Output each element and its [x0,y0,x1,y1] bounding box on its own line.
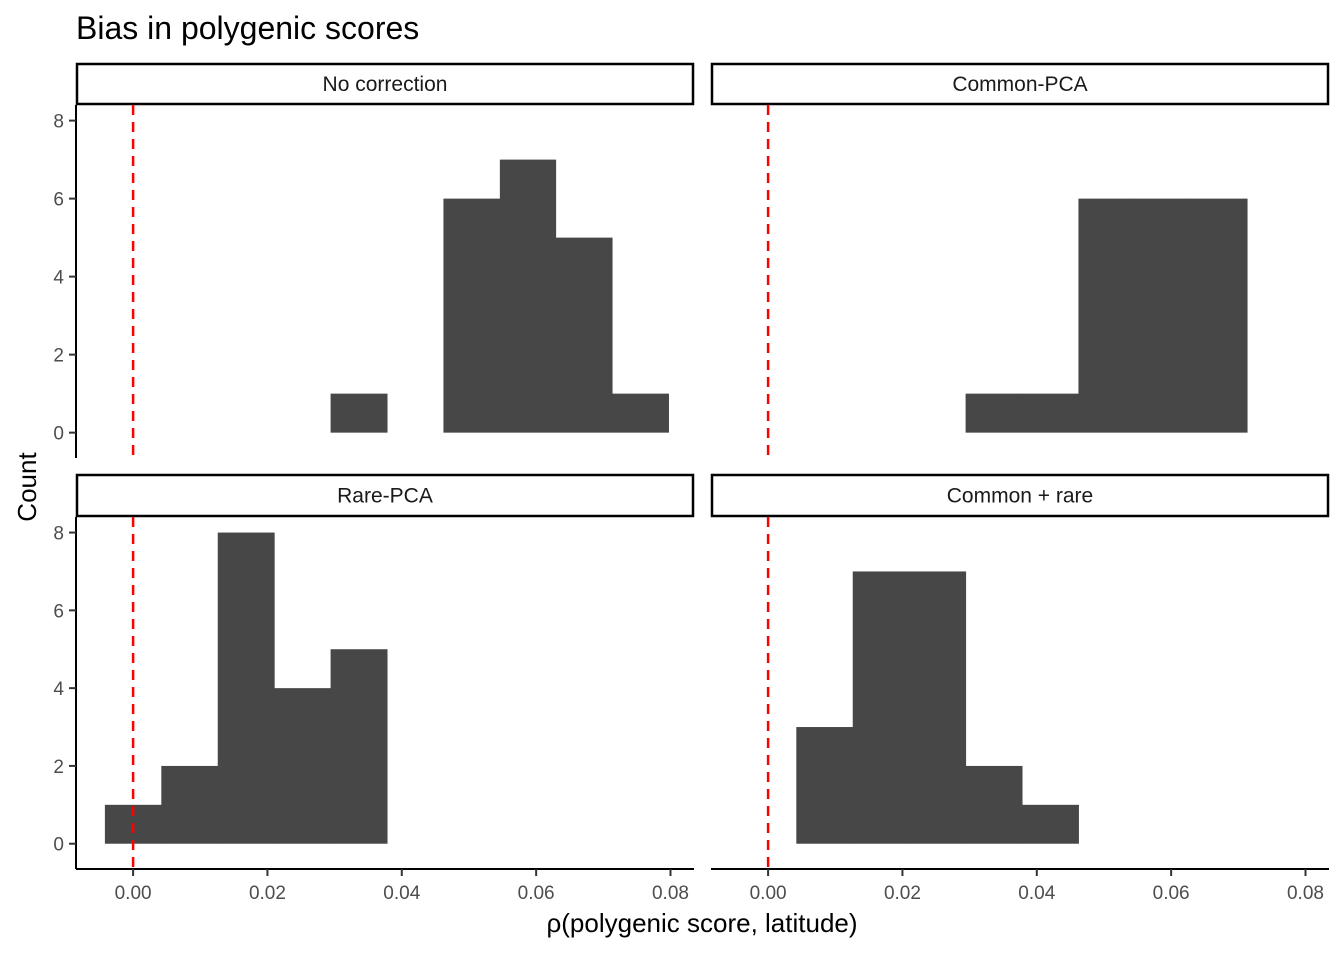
histogram-bar [852,571,910,844]
x-tick-label: 0.06 [1153,883,1190,904]
facet-panel: Common + rare 0.00 0.02 0.04 0.06 0.08 [710,473,1330,904]
x-tick-label: 0.06 [518,883,555,904]
facet-strip [710,62,1330,106]
histogram-bar [796,727,854,844]
y-axis-title: Count [12,452,42,522]
histogram-bar [217,532,275,844]
facet-panel: Rare-PCA 0 2 4 6 8 0.00 0.02 0.04 0.06 0.08 [53,473,695,904]
y-tick-label: 6 [53,190,64,211]
facet-strip-label: Common + rare [947,485,1093,508]
histogram-bar [330,393,388,433]
x-tick-label: 0.02 [249,883,286,904]
histogram-bar [965,393,1023,433]
x-tick-label: 0.08 [652,883,689,904]
x-axis-title: ρ(polygenic score, latitude) [546,908,857,938]
histogram-bar [1134,198,1192,433]
x-tick-label: 0.04 [383,883,420,904]
facet-strip [75,62,695,106]
y-tick-label: 2 [53,346,64,367]
histogram-bar [1022,393,1079,433]
y-tick-label: 4 [53,268,64,289]
facet-strip-label: Common-PCA [952,73,1087,96]
histogram-bar [965,765,1023,844]
facet-strip [75,473,695,518]
histogram-bar [161,765,219,844]
histogram-bar [909,571,967,844]
facet-panels: No correction 0 2 4 6 8 Common-PCA Rare-PCA 0 2 4 6… [53,62,1330,904]
histogram-bar [555,237,613,433]
y-tick-label: 0 [53,835,64,856]
facet-strip-label: No correction [323,73,448,96]
facet-strip [710,473,1330,518]
chart-title: Bias in polygenic scores [76,10,419,46]
histogram-bar [1022,804,1079,844]
histogram-bar [330,649,388,844]
x-tick-label: 0.00 [115,883,152,904]
histogram-bar [1190,198,1248,433]
x-tick-label: 0.00 [750,883,787,904]
y-tick-label: 0 [53,424,64,445]
x-tick-label: 0.08 [1287,883,1324,904]
facet-panel: No correction 0 2 4 6 8 [53,62,695,458]
facet-panel: Common-PCA [710,62,1330,458]
histogram-bar [612,393,669,433]
histogram-bar [443,198,501,433]
y-tick-label: 2 [53,757,64,778]
histogram-bar [1078,198,1136,433]
y-tick-label: 6 [53,601,64,622]
y-tick-label: 4 [53,679,64,700]
histogram-bar [274,688,332,844]
y-tick-label: 8 [53,112,64,133]
y-tick-label: 8 [53,524,64,545]
x-tick-label: 0.02 [884,883,921,904]
histogram-bar [499,159,557,433]
facet-strip-label: Rare-PCA [337,485,433,508]
x-tick-label: 0.04 [1018,883,1055,904]
